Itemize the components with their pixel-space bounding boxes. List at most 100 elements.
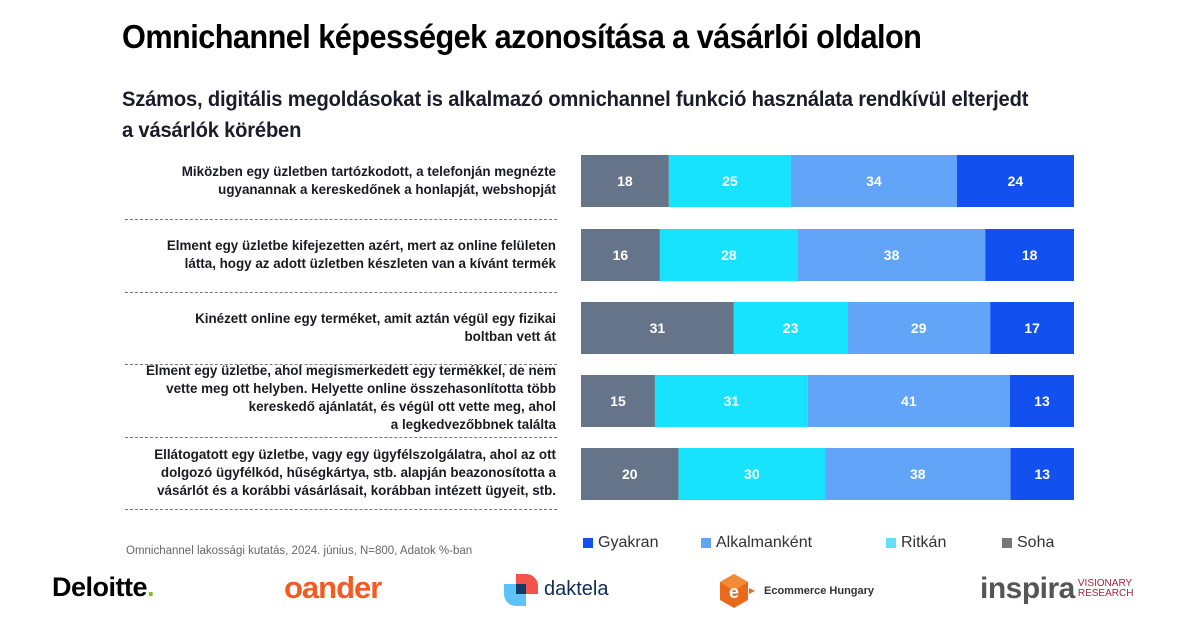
data-label: 38 xyxy=(884,247,900,263)
bar-segment-gyakran xyxy=(1009,375,1074,427)
bar-segment-gyakran xyxy=(990,302,1074,354)
category-label-text: Elment egy üzletbe, ahol megismerkedett … xyxy=(146,362,556,434)
row-separator xyxy=(125,437,557,438)
row-separator xyxy=(125,219,557,220)
category-label-text: Miközben egy üzletben tartózkodott, a te… xyxy=(182,163,556,199)
category-label: Kinézett online egy terméket, amit aztán… xyxy=(118,298,556,358)
daktela-logo-icon xyxy=(504,574,538,606)
inspira-logo: inspira VISIONARY RESEARCH xyxy=(980,574,1133,604)
data-label: 24 xyxy=(1008,173,1024,189)
data-label: 16 xyxy=(613,247,629,263)
legend-item-soha: Soha xyxy=(1002,534,1054,552)
bar-segment-alkalmanként xyxy=(847,302,991,354)
inspira-logo-subtitle: VISIONARY RESEARCH xyxy=(1078,579,1134,599)
category-label-line: Miközben egy üzletben tartózkodott, a te… xyxy=(181,164,556,179)
deloitte-logo: Deloitte. xyxy=(52,572,155,603)
legend-label: Ritkán xyxy=(901,534,947,551)
bar-segment-ritkán xyxy=(654,375,808,427)
bar-segment-soha xyxy=(581,302,734,354)
page-subtitle: Számos, digitális megoldásokat is alkalm… xyxy=(122,88,1029,142)
bar-segment-soha xyxy=(581,375,655,427)
category-label-line: boltban vett át xyxy=(464,329,556,344)
data-label: 38 xyxy=(910,466,926,482)
legend-label: Gyakran xyxy=(598,534,659,551)
legend-label: Alkalmanként xyxy=(716,534,813,551)
category-label-line: kereskedő ajánlatát, és végül ott vette … xyxy=(248,399,556,414)
category-label-line: Ellátogatott egy üzletbe, vagy egy ügyfé… xyxy=(154,447,556,462)
data-label: 15 xyxy=(610,393,626,409)
data-label: 28 xyxy=(721,247,737,263)
inspira-logo-text: inspira xyxy=(980,572,1075,605)
legend-swatch-alkalmankent xyxy=(701,538,711,548)
data-label: 31 xyxy=(650,320,666,336)
row-separator xyxy=(125,292,557,293)
legend-swatch-gyakran xyxy=(583,538,593,548)
row-separator xyxy=(125,509,557,510)
page-title: Omnichannel képességek azonosítása a vás… xyxy=(122,18,922,55)
deloitte-logo-dot: . xyxy=(147,572,155,602)
data-label: 41 xyxy=(901,393,917,409)
row-separator xyxy=(125,364,557,365)
data-label: 25 xyxy=(722,173,738,189)
data-label: 23 xyxy=(783,320,799,336)
inspira-logo-sub2: RESEARCH xyxy=(1077,588,1134,599)
data-label: 30 xyxy=(744,466,760,482)
legend-label: Soha xyxy=(1017,534,1055,551)
category-label-text: Ellátogatott egy üzletbe, vagy egy ügyfé… xyxy=(154,446,556,500)
legend-item-gyakran: Gyakran xyxy=(583,534,701,552)
bar-segment-ritkán xyxy=(659,229,798,281)
bar-segment-alkalmanként xyxy=(790,155,957,207)
category-label-line: dolgozó ügyfélkód, hűségkártya, stb. ala… xyxy=(160,465,556,480)
daktela-logo-text: daktela xyxy=(544,577,609,600)
ecommerce-hungary-logo-text: Ecommerce Hungary xyxy=(764,585,875,597)
data-label: 17 xyxy=(1024,320,1040,336)
category-label-text: Kinézett online egy terméket, amit aztán… xyxy=(195,310,556,346)
category-label-line: Elment egy üzletbe, ahol megismerkedett … xyxy=(145,363,556,378)
legend-swatch-soha xyxy=(1002,538,1012,548)
data-label: 31 xyxy=(724,393,740,409)
bar-segment-alkalmanként xyxy=(807,375,1010,427)
category-label-line: ugyanannak a kereskedőnek a honlapját, w… xyxy=(218,182,556,197)
bar-segment-ritkán xyxy=(678,448,826,500)
bar-segment-alkalmanként xyxy=(825,448,1011,500)
category-label: Miközben egy üzletben tartózkodott, a te… xyxy=(118,152,556,210)
bar-segment-gyakran xyxy=(985,229,1074,281)
bar-segment-alkalmanként xyxy=(797,229,986,281)
category-label-line: a legkedvezőbbnek találta xyxy=(390,417,556,432)
deloitte-logo-text: Deloitte xyxy=(52,572,148,602)
category-label: Ellátogatott egy üzletbe, vagy egy ügyfé… xyxy=(118,440,556,506)
bar-segment-ritkán xyxy=(668,155,791,207)
category-label-line: vásárlót és a korábbi vásárlásait, koráb… xyxy=(157,483,556,498)
legend-item-alkalmankent: Alkalmanként xyxy=(701,534,886,552)
data-label: 29 xyxy=(911,320,927,336)
data-label: 13 xyxy=(1034,393,1050,409)
bar-segment-gyakran xyxy=(1010,448,1074,500)
category-label-line: vette meg ott helyben. Helyette online ö… xyxy=(166,381,556,396)
svg-text:e: e xyxy=(729,582,739,602)
ecommerce-hungary-logo-icon: e xyxy=(720,574,755,608)
bar-segment-ritkán xyxy=(733,302,848,354)
source-note: Omnichannel lakossági kutatás, 2024. jún… xyxy=(126,545,473,557)
bar-segment-soha xyxy=(581,229,660,281)
data-label: 13 xyxy=(1034,466,1050,482)
legend-swatch-ritkan xyxy=(886,538,896,548)
inspira-logo-sub1: VISIONARY xyxy=(1077,578,1133,589)
daktela-logo: daktela xyxy=(504,572,609,606)
bar-segment-soha xyxy=(581,448,679,500)
data-label: 34 xyxy=(866,173,882,189)
bar-segment-gyakran xyxy=(956,155,1074,207)
category-label-line: Elment egy üzletbe kifejezetten azért, m… xyxy=(166,238,556,253)
bar-segment-soha xyxy=(581,155,669,207)
legend-item-ritkan: Ritkán xyxy=(886,534,1002,552)
category-label-text: Elment egy üzletbe kifejezetten azért, m… xyxy=(167,237,556,273)
data-label: 18 xyxy=(617,173,633,189)
data-label: 18 xyxy=(1022,247,1038,263)
category-label: Elment egy üzletbe, ahol megismerkedett … xyxy=(118,360,556,436)
oander-logo: oander xyxy=(284,570,382,605)
ecommerce-hungary-logo: e Ecommerce Hungary xyxy=(720,574,874,608)
category-label: Elment egy üzletbe kifejezetten azért, m… xyxy=(118,226,556,284)
category-label-line: látta, hogy az adott üzletben készleten … xyxy=(184,256,556,271)
legend: Gyakran Alkalmanként Ritkán Soha xyxy=(583,534,1054,552)
category-label-line: Kinézett online egy terméket, amit aztán… xyxy=(195,311,556,326)
